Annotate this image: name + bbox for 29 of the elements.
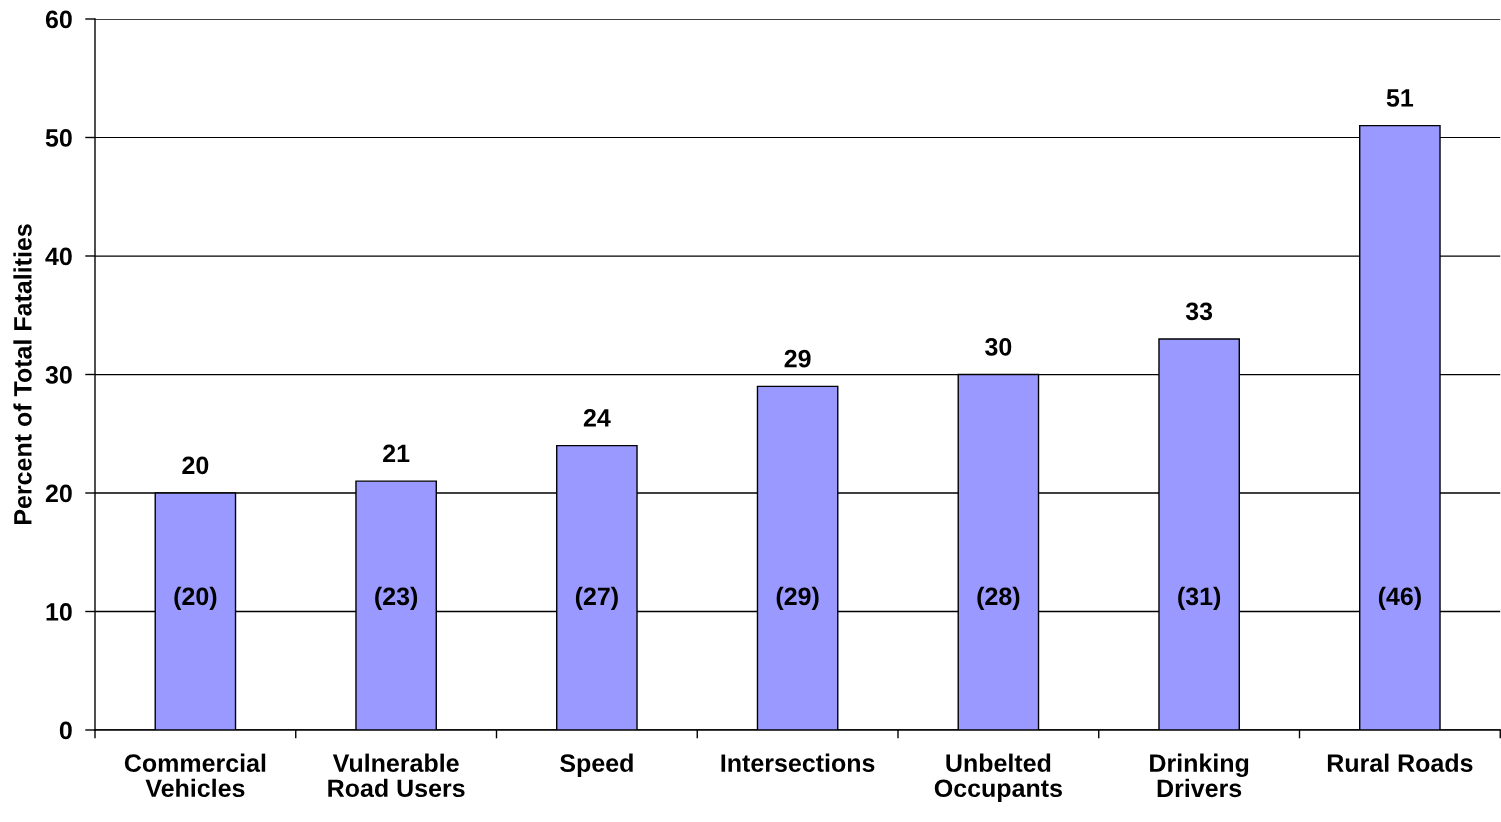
annotation: (46) — [1378, 586, 1421, 611]
y-tick-label: 10 — [46, 603, 72, 621]
x-tick-label: Unbelted Occupants — [934, 753, 1062, 803]
x-tick-label: Rural Roads — [1327, 753, 1473, 772]
data-label: 51 — [1386, 89, 1414, 107]
y-tick-label: 20 — [45, 484, 72, 503]
y-tick-label: 60 — [45, 10, 72, 29]
annotation: (20) — [174, 586, 217, 611]
data-label: 24 — [583, 409, 611, 427]
x-tick-label: Speed — [560, 753, 633, 777]
data-label: 33 — [1185, 302, 1213, 321]
y-tick-label: 0 — [59, 721, 72, 740]
data-label: 21 — [383, 444, 410, 463]
annotation: (28) — [977, 586, 1020, 611]
x-tick-label: Drinking Drivers — [1150, 753, 1249, 798]
y-tick-label: 40 — [45, 247, 72, 266]
data-label: 29 — [784, 349, 811, 368]
annotation: (29) — [776, 586, 819, 611]
annotation: (27) — [575, 586, 618, 611]
data-label: 30 — [985, 337, 1012, 356]
y-tick-label: 30 — [45, 366, 72, 384]
y-axis-title: Percent of Total Fatalities — [13, 224, 32, 525]
data-label: 20 — [182, 456, 209, 475]
annotation: (31) — [1178, 586, 1221, 611]
annotation: (23) — [375, 586, 418, 611]
x-tick-label: Commercial Vehicles — [124, 753, 266, 798]
x-tick-label: Vulnerable Road Users — [328, 753, 465, 798]
x-tick-label: Intersections — [721, 753, 875, 772]
y-tick-label: 50 — [45, 129, 72, 147]
